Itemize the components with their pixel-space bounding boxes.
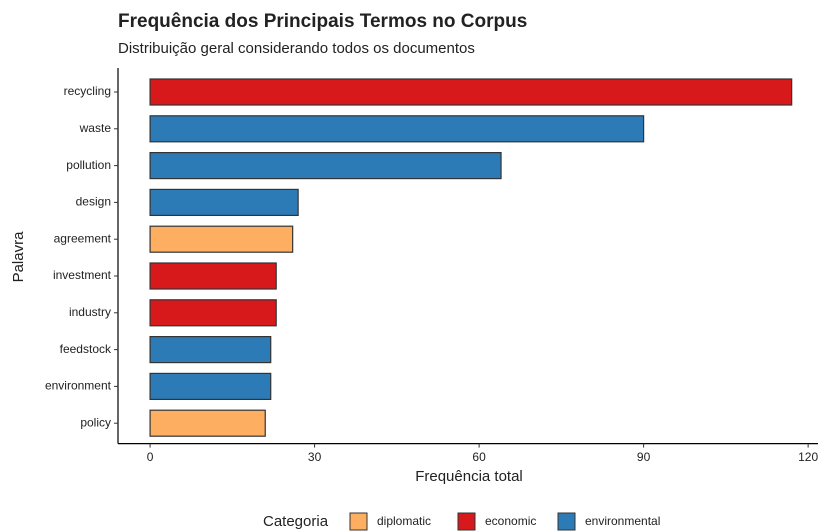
bar [149, 409, 266, 437]
y-tick-label: pollution [66, 158, 111, 172]
y-tick-label: industry [69, 305, 111, 319]
x-tick-label: 90 [637, 450, 651, 464]
legend-label: environmental [585, 514, 660, 528]
bar [149, 336, 272, 364]
bar [149, 152, 502, 180]
y-tick-label: agreement [54, 231, 112, 245]
y-tick-label: waste [79, 121, 112, 135]
y-tick-label: investment [53, 268, 112, 282]
y-tick-label: recycling [64, 84, 111, 98]
bar [149, 115, 645, 143]
bar [149, 372, 272, 400]
legend-swatch [457, 512, 476, 531]
y-axis-label: Palavra [10, 231, 27, 283]
legend-label: economic [485, 514, 536, 528]
legend-title: Categoria [263, 513, 329, 530]
bar [149, 299, 277, 327]
x-tick-label: 120 [798, 450, 818, 464]
bar [149, 188, 299, 216]
legend-swatch [557, 512, 576, 531]
x-axis-label: Frequência total [415, 468, 523, 485]
chart-title: Frequência dos Principais Termos no Corp… [118, 11, 527, 32]
legend-label: diplomatic [377, 514, 431, 528]
bar [149, 225, 294, 253]
legend-swatch [349, 512, 368, 531]
bar [149, 262, 277, 290]
y-tick-label: environment [45, 379, 112, 393]
y-tick-label: policy [80, 415, 111, 429]
x-tick-label: 30 [308, 450, 322, 464]
chart-subtitle: Distribuição geral considerando todos os… [118, 40, 475, 57]
x-tick-label: 0 [147, 450, 154, 464]
y-tick-label: design [76, 195, 111, 209]
bar [149, 78, 793, 106]
x-tick-label: 60 [472, 450, 486, 464]
y-tick-label: feedstock [60, 342, 112, 356]
